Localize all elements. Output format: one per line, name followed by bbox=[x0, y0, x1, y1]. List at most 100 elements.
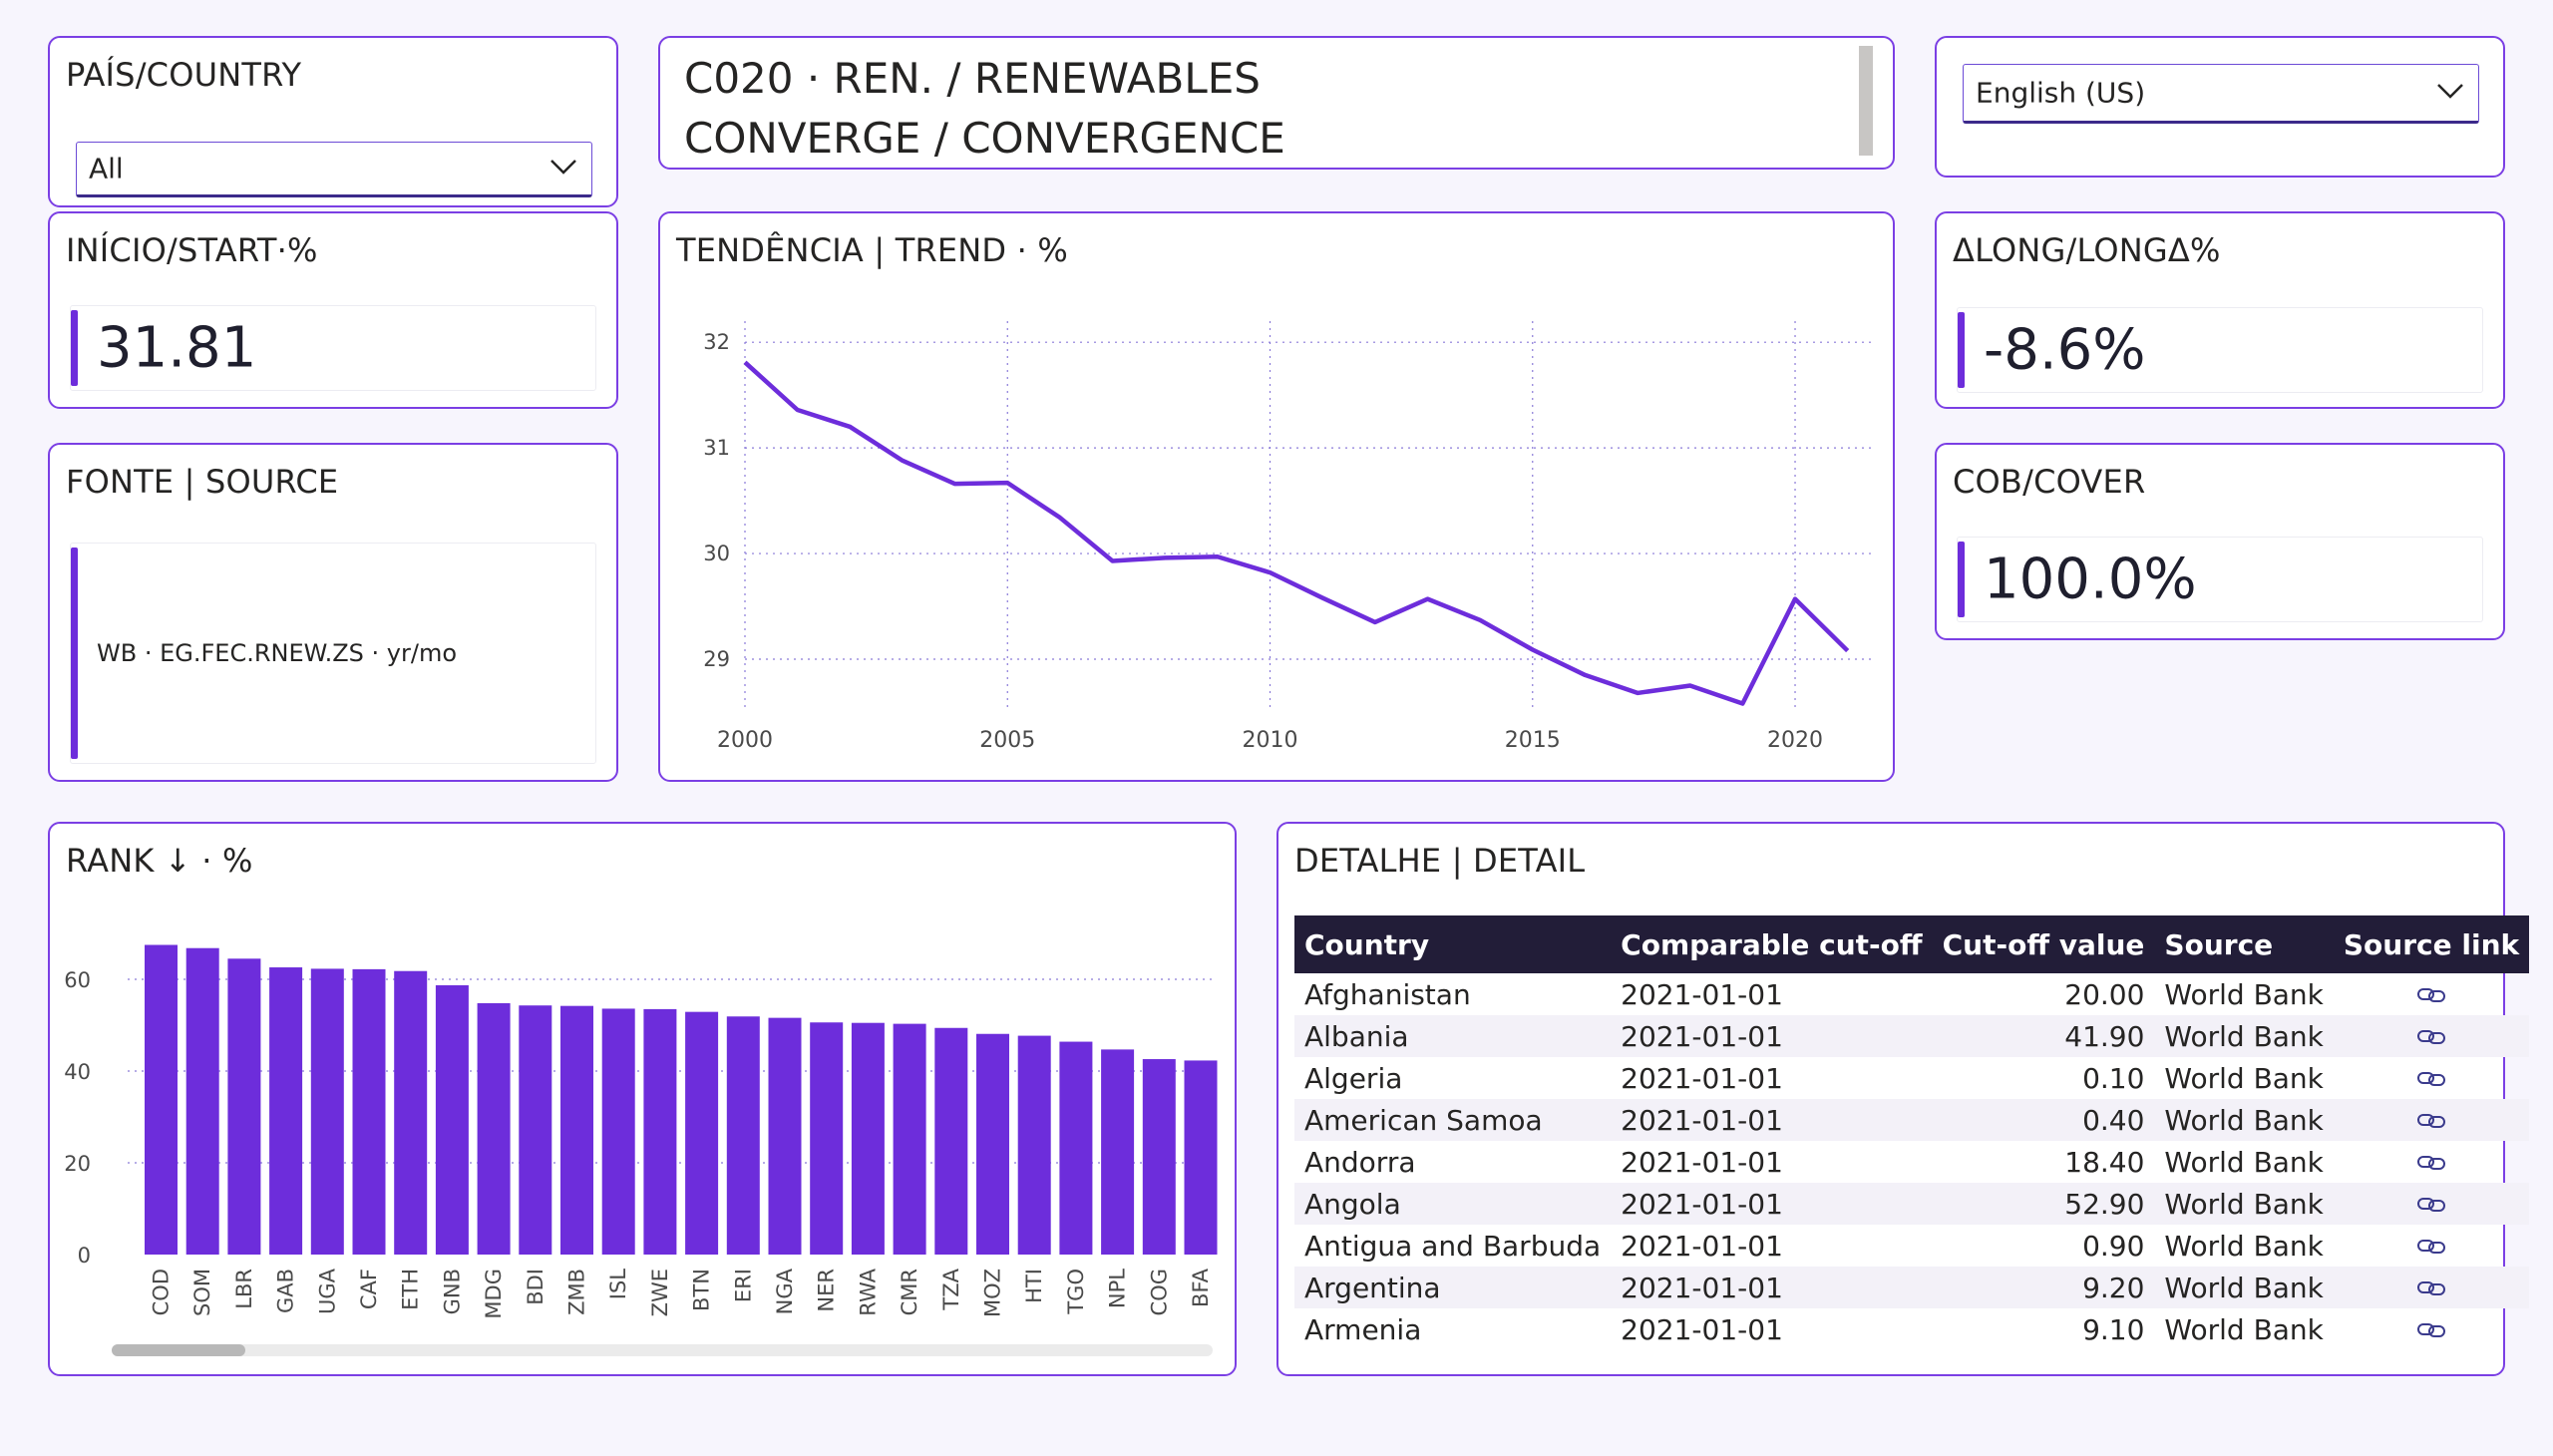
table-row[interactable]: Afghanistan 2021-01-01 20.00 World Bank bbox=[1294, 973, 2529, 1015]
country-cell: Angola bbox=[1294, 1183, 1612, 1225]
x-tick-label: NGA bbox=[773, 1268, 797, 1314]
rank-scrollbar-track[interactable] bbox=[112, 1344, 1213, 1356]
source-link-cell bbox=[2333, 1267, 2530, 1308]
rank-card: RANK ↓ · % 0 20 40 60 COD SOM LBR GAB UGA CAF ETH G… bbox=[48, 822, 1237, 1376]
language-dropdown[interactable]: English (US) bbox=[1963, 64, 2479, 124]
cutoff-cell: 2021-01-01 bbox=[1611, 1267, 1933, 1308]
country-cell: Armenia bbox=[1304, 1312, 1422, 1346]
cutoff-cell: 2021-01-01 bbox=[1621, 1061, 1783, 1095]
table-row[interactable]: Albania 2021-01-01 41.90 World Bank bbox=[1294, 1015, 2530, 1057]
detail-table: Country Comparable cut-off Cut-off value… bbox=[1294, 915, 2530, 1350]
link-icon[interactable] bbox=[2416, 1020, 2446, 1053]
link-icon[interactable] bbox=[2416, 978, 2446, 1011]
bar bbox=[1184, 1060, 1218, 1255]
x-tick-label: CMR bbox=[898, 1269, 921, 1315]
value-cell: 18.40 bbox=[2064, 1145, 2145, 1179]
table-row[interactable]: Algeria 2021-01-01 0.10 World Bank bbox=[1294, 1057, 2529, 1099]
link-icon[interactable] bbox=[2416, 1104, 2446, 1137]
column-header-value[interactable]: Cut-off value bbox=[1932, 915, 2155, 973]
bar bbox=[185, 947, 219, 1255]
table-row[interactable]: American Samoa 2021-01-01 0.40 World Bank bbox=[1294, 1099, 2530, 1141]
source-cell: World Bank bbox=[2164, 1229, 2324, 1263]
bar bbox=[1017, 1035, 1051, 1255]
country-dropdown[interactable]: All bbox=[76, 142, 592, 197]
table-row[interactable]: Andorra 2021-01-01 18.40 World Bank bbox=[1294, 1141, 2529, 1183]
x-tick-label: NPL bbox=[1106, 1269, 1130, 1308]
table-row[interactable]: Angola 2021-01-01 52.90 World Bank bbox=[1294, 1183, 2530, 1225]
bar bbox=[685, 1011, 719, 1255]
x-tick-label: COD bbox=[150, 1269, 174, 1315]
link-icon[interactable] bbox=[2416, 1062, 2446, 1095]
y-tick-label: 0 bbox=[78, 1244, 91, 1268]
source-cell: World Bank bbox=[2164, 1312, 2324, 1346]
column-header-source[interactable]: Source bbox=[2154, 915, 2334, 973]
value-cell: 9.10 bbox=[2082, 1312, 2145, 1346]
value-cell: 52.90 bbox=[1932, 1183, 2155, 1225]
kpi-accent-bar bbox=[71, 310, 78, 386]
kpi-accent-bar bbox=[1958, 312, 1965, 388]
x-tick-label: CAF bbox=[357, 1269, 381, 1309]
x-tick-label: HTI bbox=[1022, 1269, 1046, 1303]
bar bbox=[352, 968, 386, 1255]
long-kpi-card: ΔLONG/LONGΔ% -8.6% bbox=[1935, 211, 2505, 409]
y-tick-label: 60 bbox=[64, 968, 91, 992]
header-scrollbar[interactable] bbox=[1859, 46, 1873, 156]
y-tick-label: 32 bbox=[703, 330, 730, 354]
country-cell: American Samoa bbox=[1294, 1099, 1612, 1141]
bar bbox=[227, 958, 261, 1255]
cover-kpi-value: 100.0% bbox=[1984, 546, 2197, 612]
country-filter-title: PAÍS/COUNTRY bbox=[66, 56, 302, 94]
cutoff-cell: 2021-01-01 bbox=[1621, 1312, 1783, 1346]
bar bbox=[643, 1008, 677, 1255]
rank-scrollbar-thumb[interactable] bbox=[112, 1344, 245, 1356]
source-cell: World Bank bbox=[2154, 1015, 2334, 1057]
source-cell: World Bank bbox=[2154, 1267, 2334, 1308]
link-icon[interactable] bbox=[2416, 1188, 2446, 1221]
x-tick-label: BTN bbox=[690, 1269, 714, 1311]
link-icon[interactable] bbox=[2416, 1313, 2446, 1346]
source-link-cell bbox=[2334, 1225, 2529, 1267]
table-row[interactable]: Armenia 2021-01-01 9.10 World Bank bbox=[1294, 1308, 2529, 1350]
source-cell: World Bank bbox=[2154, 1099, 2334, 1141]
cutoff-cell: 2021-01-01 bbox=[1611, 1183, 1933, 1225]
x-tick-label: ISL bbox=[606, 1269, 630, 1300]
start-kpi-value: 31.81 bbox=[97, 315, 257, 381]
trend-card: TENDÊNCIA | TREND · % 29 30 31 32 2000 2005 20… bbox=[658, 211, 1895, 782]
source-title: FONTE | SOURCE bbox=[66, 463, 339, 501]
link-icon[interactable] bbox=[2416, 1230, 2446, 1263]
x-tick-label: BFA bbox=[1189, 1268, 1213, 1307]
value-cell: 0.10 bbox=[2082, 1061, 2145, 1095]
country-filter-card: PAÍS/COUNTRY All bbox=[48, 36, 618, 207]
link-icon[interactable] bbox=[2416, 1146, 2446, 1179]
chevron-down-icon bbox=[2436, 82, 2464, 104]
bar bbox=[768, 1017, 802, 1255]
column-header-link[interactable]: Source link bbox=[2333, 915, 2530, 973]
x-tick-label: MDG bbox=[482, 1269, 506, 1319]
source-link-cell bbox=[2334, 973, 2529, 1015]
cutoff-cell: 2021-01-01 bbox=[1611, 1099, 1933, 1141]
country-cell: Andorra bbox=[1304, 1145, 1416, 1179]
bar bbox=[310, 968, 344, 1255]
cutoff-cell: 2021-01-01 bbox=[1621, 1229, 1783, 1263]
column-header-cutoff[interactable]: Comparable cut-off bbox=[1611, 915, 1933, 973]
source-link-cell bbox=[2333, 1015, 2530, 1057]
x-tick-label: ERI bbox=[731, 1269, 755, 1302]
table-row[interactable]: Argentina 2021-01-01 9.20 World Bank bbox=[1294, 1267, 2530, 1308]
bar bbox=[851, 1022, 885, 1255]
x-tick-label: TGO bbox=[1064, 1269, 1088, 1315]
bar bbox=[394, 970, 428, 1255]
value-cell: 41.90 bbox=[1932, 1015, 2155, 1057]
start-kpi-card: INÍCIO/START·% 31.81 bbox=[48, 211, 618, 409]
country-cell: Albania bbox=[1294, 1015, 1612, 1057]
table-row[interactable]: Antigua and Barbuda 2021-01-01 0.90 World B… bbox=[1294, 1225, 2529, 1267]
trend-title: TENDÊNCIA | TREND · % bbox=[676, 231, 1068, 269]
language-card: English (US) bbox=[1935, 36, 2505, 178]
trend-chart: 29 30 31 32 2000 2005 2010 2015 2020 bbox=[703, 321, 1874, 753]
x-tick-label: SOM bbox=[190, 1269, 214, 1316]
detail-title: DETALHE | DETAIL bbox=[1294, 842, 1586, 880]
source-box: WB · EG.FEC.RNEW.ZS · yr/mo bbox=[70, 543, 596, 764]
link-icon[interactable] bbox=[2416, 1272, 2446, 1304]
column-header-country[interactable]: Country bbox=[1294, 915, 1612, 973]
y-tick-label: 20 bbox=[64, 1152, 91, 1176]
country-cell: Antigua and Barbuda bbox=[1304, 1229, 1602, 1263]
